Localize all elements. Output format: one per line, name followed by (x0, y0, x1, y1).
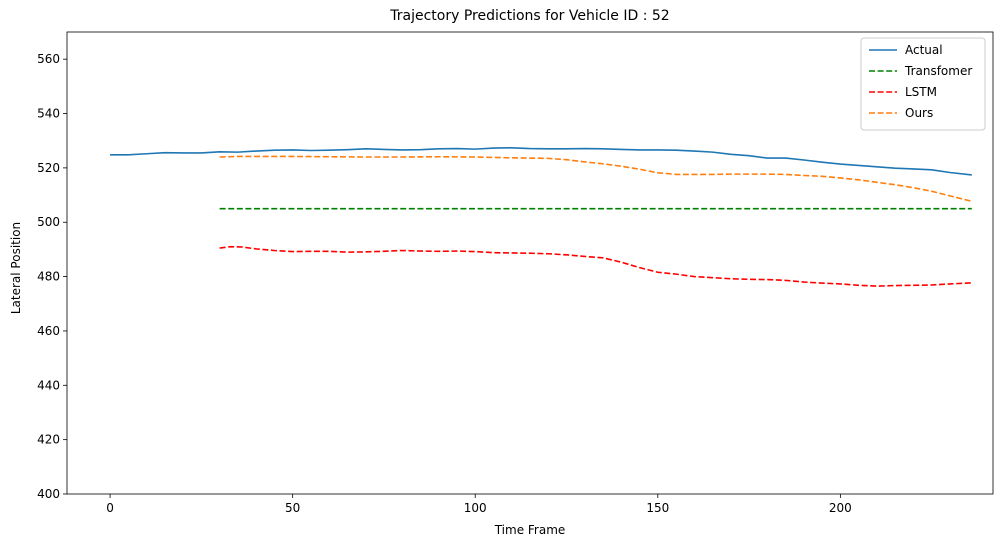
y-tick-label: 520 (37, 161, 60, 175)
y-tick-label: 480 (37, 270, 60, 284)
legend-label-transfomer: Transfomer (904, 64, 972, 78)
series-line-lstm (219, 245, 972, 287)
y-tick-label: 400 (37, 487, 60, 501)
x-tick-label: 0 (106, 501, 114, 515)
y-axis-label: Lateral Position (9, 222, 23, 314)
legend-label-lstm: LSTM (905, 85, 937, 99)
axes-frame (66, 31, 994, 495)
legend-label-ours: Ours (905, 106, 933, 120)
x-tick-label: 100 (464, 501, 487, 515)
legend: Actual Transfomer LSTM Ours (860, 37, 986, 131)
x-tick-label: 200 (829, 501, 852, 515)
legend-box (860, 37, 986, 131)
y-tick-label: 500 (37, 215, 60, 229)
legend-label-actual: Actual (905, 43, 943, 57)
plot-area: 0 50 100 150 200 400 420 440 460 480 500 520 540 560 (37, 31, 994, 515)
x-tick-label: 50 (285, 501, 300, 515)
chart-title: Trajectory Predictions for Vehicle ID : … (389, 8, 669, 24)
x-axis-label: Time Frame (494, 523, 566, 537)
y-tick-label: 560 (37, 52, 60, 66)
series-line-actual (110, 146, 972, 176)
x-tick-label: 150 (646, 501, 669, 515)
series-line-ours (219, 155, 973, 203)
y-tick-label: 460 (37, 324, 60, 338)
y-tick-label: 420 (37, 433, 60, 447)
y-tick-label: 540 (37, 107, 60, 121)
y-tick-label: 440 (37, 378, 60, 392)
